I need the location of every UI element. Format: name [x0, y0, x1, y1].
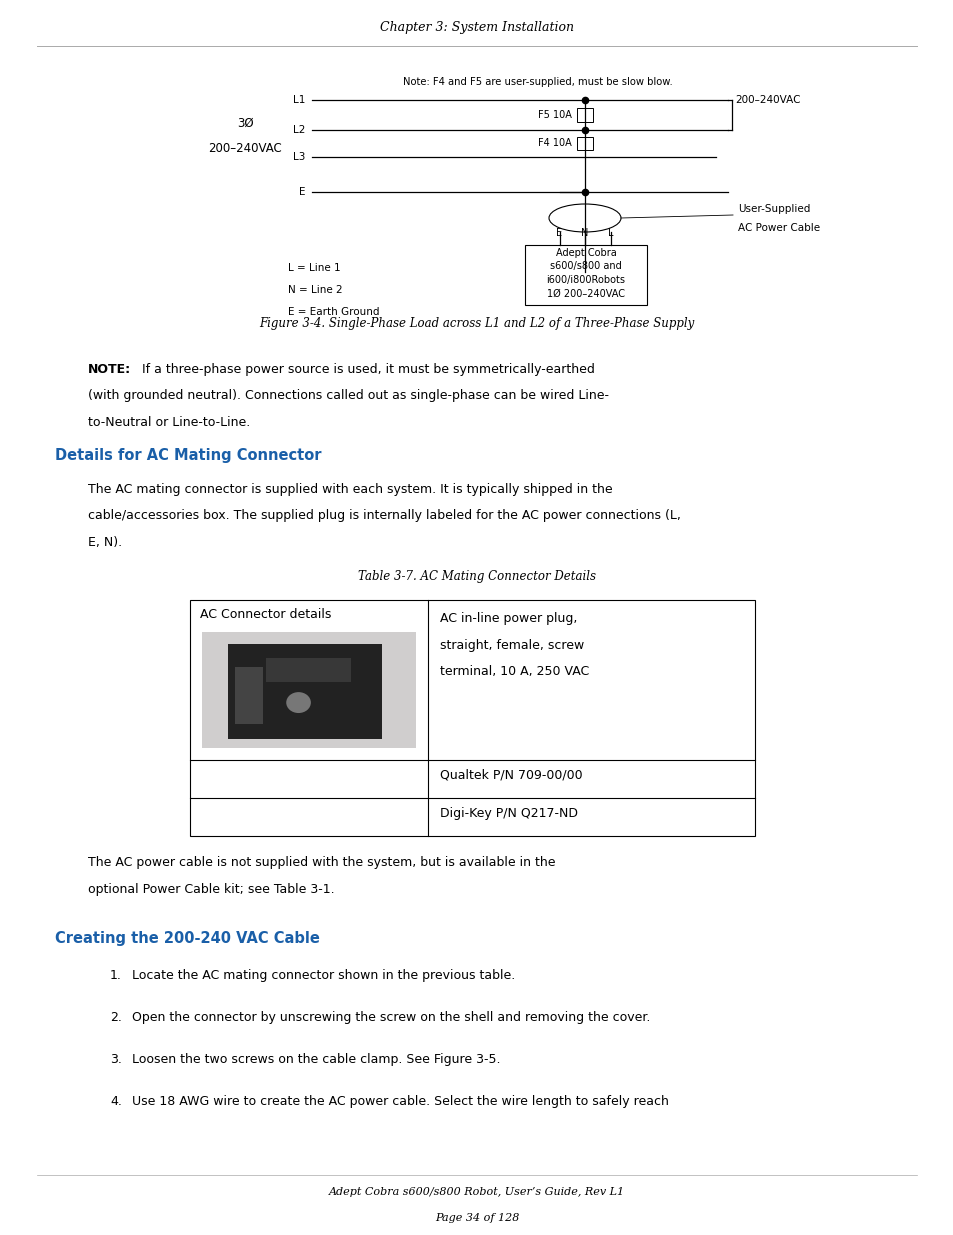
Text: cable/accessories box. The supplied plug is internally labeled for the AC power : cable/accessories box. The supplied plug… — [88, 510, 680, 522]
Text: E: E — [298, 186, 305, 198]
Text: Adept Cobra s600/s800 Robot, User’s Guide, Rev L1: Adept Cobra s600/s800 Robot, User’s Guid… — [329, 1187, 624, 1197]
Text: 4.: 4. — [110, 1095, 122, 1108]
Text: AC Connector details: AC Connector details — [200, 608, 331, 621]
Text: F5 10A: F5 10A — [537, 110, 572, 120]
Text: to-Neutral or Line-to-Line.: to-Neutral or Line-to-Line. — [88, 416, 250, 429]
Text: Creating the 200-240 VAC Cable: Creating the 200-240 VAC Cable — [55, 931, 319, 946]
Text: User-Supplied: User-Supplied — [738, 204, 809, 214]
Text: E: E — [556, 228, 562, 238]
Ellipse shape — [286, 692, 311, 713]
Text: terminal, 10 A, 250 VAC: terminal, 10 A, 250 VAC — [439, 664, 589, 678]
Bar — [577, 109, 593, 121]
Bar — [190, 600, 754, 836]
Text: Open the connector by unscrewing the screw on the shell and removing the cover.: Open the connector by unscrewing the scr… — [132, 1011, 650, 1024]
Text: Table 3-7. AC Mating Connector Details: Table 3-7. AC Mating Connector Details — [357, 571, 596, 583]
Text: N: N — [580, 228, 588, 238]
Text: 200–240VAC: 200–240VAC — [734, 95, 800, 105]
Text: 3Ø: 3Ø — [236, 117, 253, 130]
Bar — [228, 643, 381, 739]
Text: L: L — [607, 228, 613, 238]
Text: The AC power cable is not supplied with the system, but is available in the: The AC power cable is not supplied with … — [88, 856, 555, 869]
Text: The AC mating connector is supplied with each system. It is typically shipped in: The AC mating connector is supplied with… — [88, 483, 612, 496]
Text: Details for AC Mating Connector: Details for AC Mating Connector — [55, 448, 321, 463]
Bar — [266, 658, 351, 682]
Text: Note: F4 and F5 are user-supplied, must be slow blow.: Note: F4 and F5 are user-supplied, must … — [403, 77, 672, 86]
Text: E = Earth Ground: E = Earth Ground — [288, 308, 379, 317]
Text: Loosen the two screws on the cable clamp. See Figure 3-5.: Loosen the two screws on the cable clamp… — [132, 1053, 500, 1066]
Text: optional Power Cable kit; see Table 3-1.: optional Power Cable kit; see Table 3-1. — [88, 883, 335, 895]
Text: 3.: 3. — [110, 1053, 122, 1066]
Text: straight, female, screw: straight, female, screw — [439, 638, 583, 652]
Text: Figure 3-4. Single-Phase Load across L1 and L2 of a Three-Phase Supply: Figure 3-4. Single-Phase Load across L1 … — [259, 316, 694, 330]
Text: AC in-line power plug,: AC in-line power plug, — [439, 613, 577, 625]
Text: Locate the AC mating connector shown in the previous table.: Locate the AC mating connector shown in … — [132, 969, 515, 982]
Text: Qualtek P/N 709-00/00: Qualtek P/N 709-00/00 — [439, 769, 582, 782]
Text: L2: L2 — [293, 125, 305, 135]
Text: NOTE:: NOTE: — [88, 363, 131, 375]
Text: 200–240VAC: 200–240VAC — [208, 142, 281, 156]
Bar — [202, 632, 416, 748]
Text: L3: L3 — [293, 152, 305, 162]
Text: L = Line 1: L = Line 1 — [288, 263, 340, 273]
Text: Page 34 of 128: Page 34 of 128 — [435, 1213, 518, 1223]
Bar — [235, 667, 263, 725]
Text: AC Power Cable: AC Power Cable — [738, 224, 820, 233]
Text: (with grounded neutral). Connections called out as single-phase can be wired Lin: (with grounded neutral). Connections cal… — [88, 389, 608, 403]
Text: Digi-Key P/N Q217-ND: Digi-Key P/N Q217-ND — [439, 806, 578, 820]
Text: 1.: 1. — [110, 969, 122, 982]
Text: Adept Cobra
s600/s800 and
i600/i800Robots
1Ø 200–240VAC: Adept Cobra s600/s800 and i600/i800Robot… — [546, 247, 625, 299]
Text: If a three-phase power source is used, it must be symmetrically-earthed: If a three-phase power source is used, i… — [138, 363, 595, 375]
Bar — [524, 245, 646, 305]
Text: Chapter 3: System Installation: Chapter 3: System Installation — [379, 21, 574, 35]
Text: Use 18 AWG wire to create the AC power cable. Select the wire length to safely r: Use 18 AWG wire to create the AC power c… — [132, 1095, 668, 1108]
Bar — [577, 137, 593, 149]
Text: 2.: 2. — [110, 1011, 122, 1024]
Text: N = Line 2: N = Line 2 — [288, 285, 342, 295]
Text: F4 10A: F4 10A — [537, 138, 572, 148]
Text: L1: L1 — [293, 95, 305, 105]
Text: E, N).: E, N). — [88, 536, 122, 550]
